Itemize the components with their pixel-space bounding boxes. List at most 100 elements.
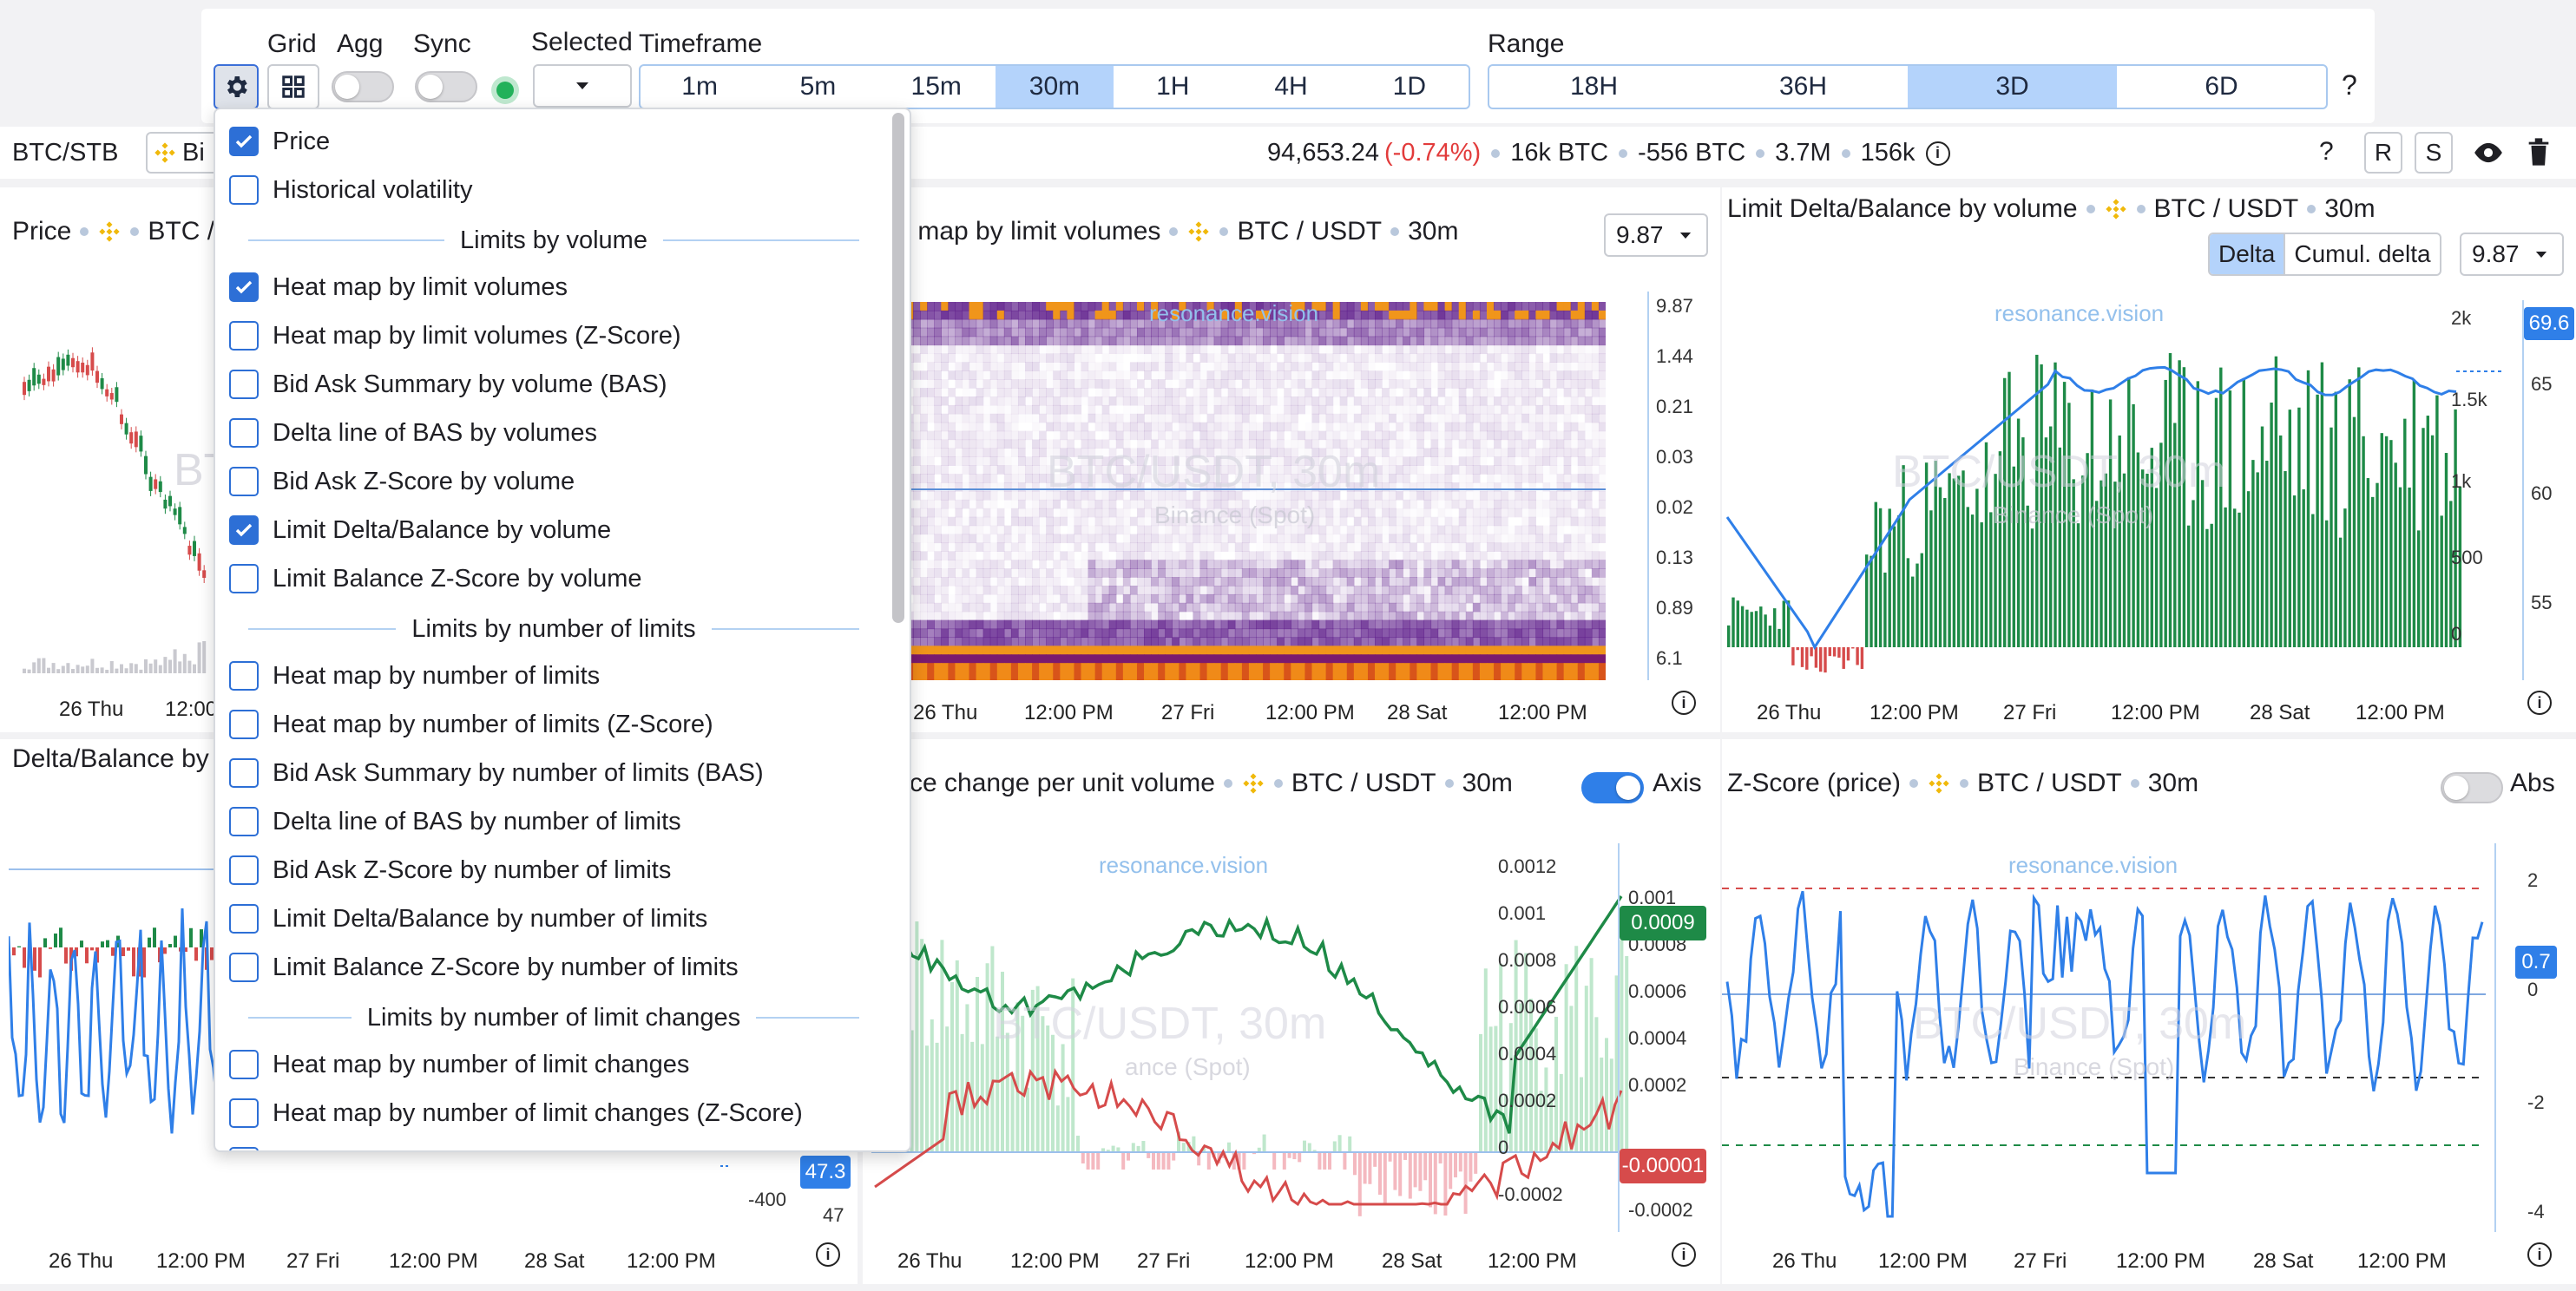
heat-cell	[962, 474, 969, 483]
range-18h[interactable]: 18H	[1569, 72, 1619, 101]
exchange-selector[interactable]: Bi	[146, 132, 224, 174]
heat-cell	[1515, 448, 1522, 457]
delta-bar	[2118, 435, 2121, 647]
timeframe-5m[interactable]: 5m	[799, 72, 837, 101]
heat-cell	[1088, 439, 1096, 449]
heat-cell	[1102, 542, 1110, 552]
trash-icon[interactable]	[2526, 137, 2552, 167]
heat-cell	[1444, 602, 1453, 613]
r-button[interactable]: R	[2364, 132, 2402, 174]
heat-cell	[1403, 327, 1410, 337]
s-button[interactable]: S	[2415, 132, 2453, 174]
heat-cell	[1319, 345, 1327, 355]
heat-cell	[1423, 465, 1431, 475]
help-icon[interactable]: ?	[2319, 137, 2334, 166]
heat-cell	[1158, 672, 1166, 680]
timeframe-30m[interactable]: 30m	[995, 66, 1114, 108]
heat-cell	[920, 499, 928, 509]
heat-cell	[1060, 500, 1068, 509]
heat-cell	[1584, 318, 1593, 329]
heat-cell	[1025, 577, 1033, 587]
heat-cell	[1221, 431, 1229, 441]
selected-dropdown[interactable]	[533, 64, 632, 108]
grid-button[interactable]	[267, 64, 319, 109]
heat-cell	[1403, 396, 1410, 406]
heat-cell	[1213, 516, 1222, 527]
panel-info-icon[interactable]: i	[2527, 691, 2552, 715]
heat-cell	[1542, 628, 1551, 639]
range-36h[interactable]: 36H	[1778, 72, 1828, 101]
sync-toggle[interactable]	[415, 71, 477, 102]
delta-bar	[1824, 647, 1827, 673]
heat-cell	[1591, 525, 1600, 535]
volume-bar	[1337, 1135, 1342, 1152]
range-3d[interactable]: 3D	[1908, 66, 2117, 108]
delta-bar	[2214, 397, 2218, 647]
scale-select[interactable]: 9.87	[2460, 233, 2564, 276]
timeframe-1m[interactable]: 1m	[681, 72, 718, 101]
heat-cell	[1382, 370, 1390, 380]
heat-cell	[1032, 534, 1040, 544]
heat-cell	[1060, 336, 1068, 346]
heat-cell	[1591, 404, 1600, 415]
heat-cell	[1396, 336, 1403, 346]
heat-cell	[1263, 422, 1271, 432]
heat-cell	[1353, 413, 1362, 423]
heat-cell	[1521, 534, 1529, 544]
heat-cell	[1186, 327, 1194, 337]
heat-cell	[969, 474, 977, 483]
heat-cell	[1346, 534, 1355, 544]
info-icon[interactable]: i	[1925, 141, 1950, 166]
delta-button[interactable]: Delta	[2210, 234, 2284, 274]
delta-bar	[1998, 451, 2002, 647]
timeframe-4h[interactable]: 4H	[1274, 72, 1308, 101]
heat-cell	[1311, 593, 1320, 604]
heat-cell	[1437, 456, 1446, 466]
heat-cell	[1339, 663, 1348, 672]
eye-icon[interactable]	[2472, 141, 2505, 165]
heat-cell	[1494, 344, 1502, 355]
heat-cell	[1480, 542, 1488, 552]
heat-cell	[976, 577, 984, 587]
timeframe-1d[interactable]: 1D	[1392, 72, 1426, 101]
heat-cell	[1172, 482, 1180, 492]
heat-cell	[982, 508, 991, 518]
heat-cell	[962, 344, 970, 355]
heat-cell	[913, 404, 921, 415]
heat-cell	[1311, 310, 1320, 320]
volume-bar	[148, 663, 153, 673]
heat-cell	[1234, 508, 1243, 518]
panel-info-icon[interactable]: i	[816, 1242, 840, 1267]
cumul-delta-button[interactable]: Cumul. delta	[2284, 234, 2439, 274]
settings-button[interactable]	[214, 64, 259, 109]
timeframe-15m[interactable]: 15m	[910, 72, 962, 101]
heat-cell	[1094, 637, 1103, 646]
heat-cell	[996, 388, 1005, 397]
heat-cell	[1410, 551, 1417, 560]
toolbar-help-icon[interactable]: ?	[2342, 69, 2357, 101]
candle-body	[173, 508, 177, 515]
heat-cell	[1332, 430, 1341, 441]
heat-cell	[1515, 499, 1522, 509]
scale-select[interactable]: 9.87	[1604, 213, 1708, 257]
heat-cell	[1542, 353, 1550, 363]
heat-cell	[1584, 560, 1593, 569]
axis-toggle[interactable]	[1581, 772, 1644, 803]
heat-cell	[1501, 491, 1508, 501]
heat-cell	[1227, 568, 1236, 578]
heat-cell	[1298, 344, 1306, 355]
heat-cell	[927, 551, 935, 560]
heat-cell	[1591, 302, 1600, 311]
heat-cell	[1025, 388, 1033, 397]
panel-info-icon[interactable]: i	[1672, 691, 1696, 715]
candle-body	[23, 382, 26, 396]
timeframe-1h[interactable]: 1H	[1156, 72, 1190, 101]
heat-cell	[1501, 646, 1508, 655]
volume-bar	[1298, 1152, 1302, 1163]
agg-toggle[interactable]	[332, 71, 394, 102]
heat-cell	[1360, 336, 1369, 346]
heat-cell	[1130, 405, 1138, 415]
heat-cell	[982, 637, 991, 646]
range-6d[interactable]: 6D	[2205, 72, 2238, 101]
heat-cell	[1416, 430, 1425, 441]
